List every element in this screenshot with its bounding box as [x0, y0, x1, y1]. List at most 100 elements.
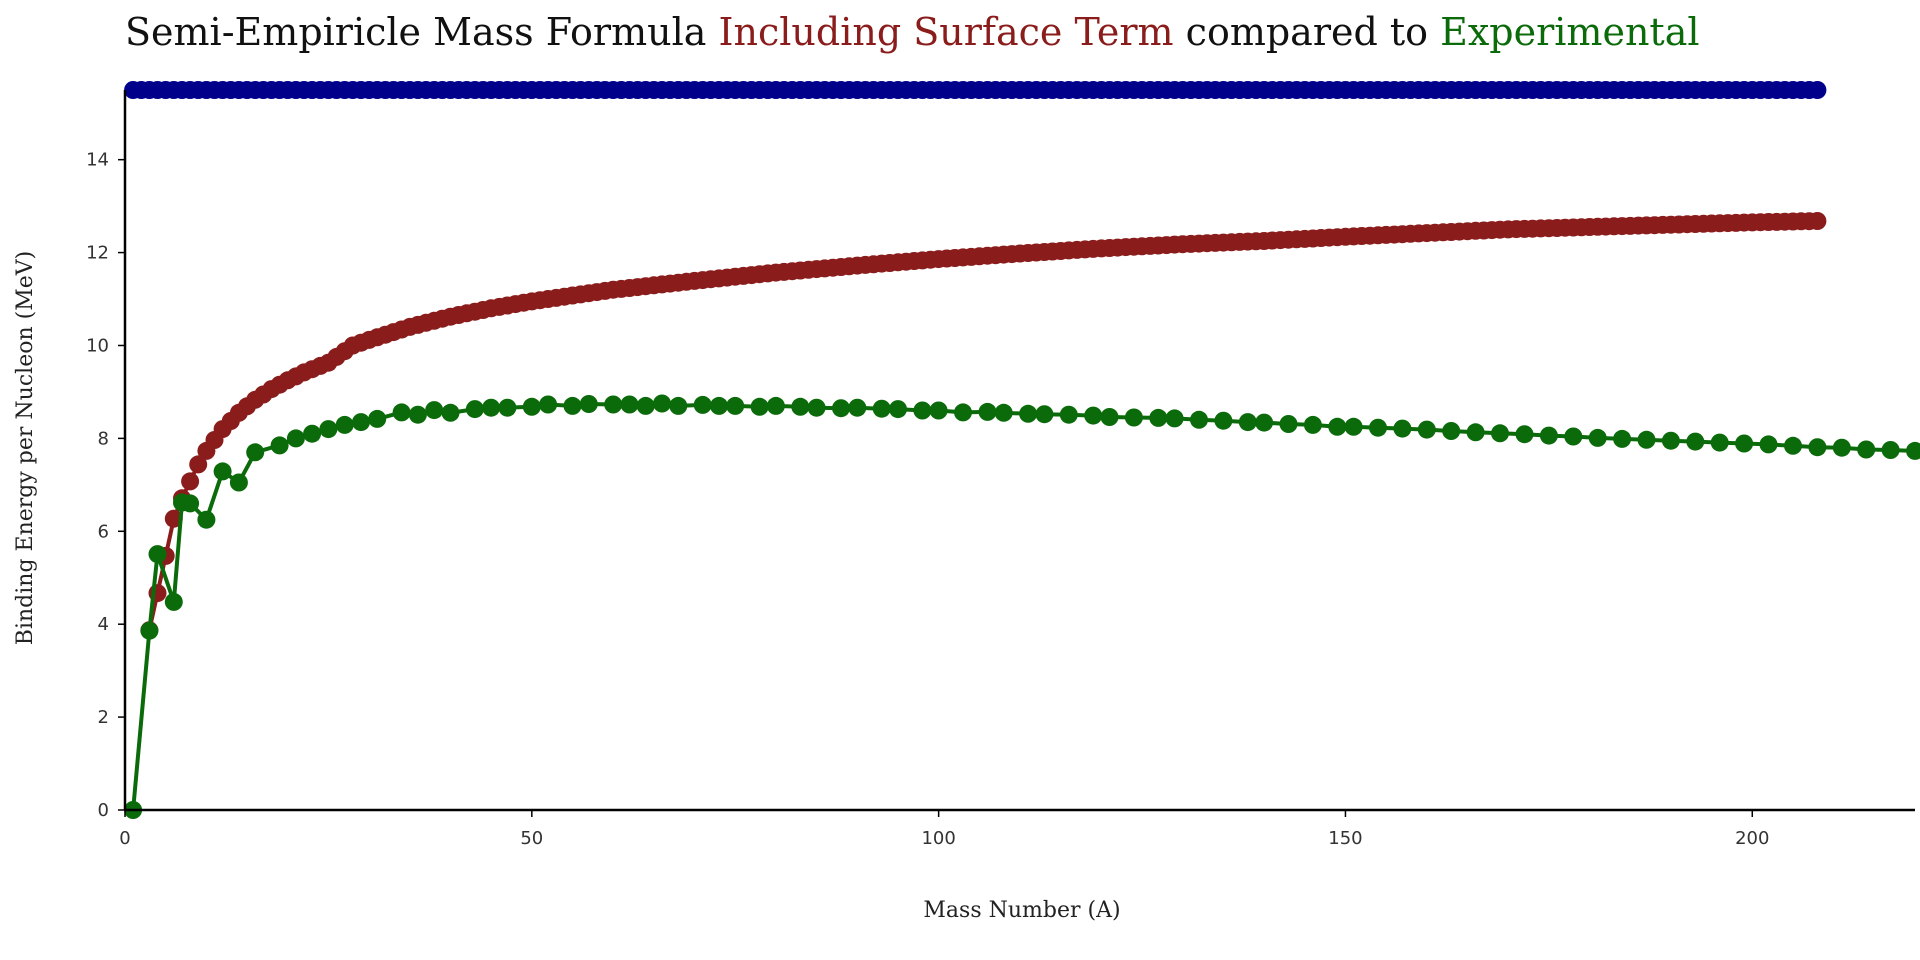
series-2-point	[766, 396, 785, 415]
series-2-point	[889, 400, 907, 419]
series-2-point	[522, 397, 541, 416]
series-2-point	[636, 396, 655, 415]
series-2-point	[1881, 441, 1900, 459]
series-2-point	[539, 395, 558, 414]
y-tick-label: 0	[98, 800, 109, 821]
series-2-point	[1328, 417, 1347, 436]
series-0	[124, 81, 1827, 99]
series-2-point	[441, 403, 460, 422]
series-1-point	[181, 472, 200, 491]
series-2-point	[791, 397, 810, 416]
chart-title-part-3: Experimental	[1440, 10, 1699, 54]
series-2-line	[131, 401, 1916, 811]
series-1	[140, 212, 1827, 640]
series-2-point	[1637, 430, 1656, 449]
series-2-point	[140, 621, 159, 640]
series-2-point	[498, 398, 517, 417]
series-2-point	[246, 443, 265, 462]
series-2-point	[1808, 438, 1827, 457]
x-tick-label: 150	[1328, 828, 1362, 849]
series-1-line	[147, 219, 1818, 631]
series-2-point	[1906, 441, 1920, 460]
series-2-point	[1059, 405, 1078, 424]
series-2-point	[1279, 415, 1298, 433]
series-2-point	[1238, 413, 1257, 432]
series-2-point	[710, 396, 728, 415]
series-2-point	[229, 473, 248, 492]
series-2-point	[1515, 425, 1534, 444]
series-2-point	[693, 395, 712, 414]
series-2-point	[1491, 424, 1509, 443]
series-2-point	[563, 396, 582, 415]
series-1-point	[1808, 212, 1827, 230]
y-tick-label: 8	[98, 428, 109, 449]
series-2-point	[978, 402, 997, 421]
series-2-point	[1832, 438, 1851, 457]
series-2-point	[1303, 415, 1322, 434]
series-2-point	[1417, 420, 1436, 439]
series-2-point	[181, 494, 200, 513]
series-2-point	[579, 395, 598, 413]
y-tick-label: 14	[86, 150, 109, 171]
series-2-point	[848, 398, 867, 417]
series-2-point	[994, 403, 1013, 422]
y-tick-label: 2	[98, 707, 109, 728]
x-tick-label: 100	[921, 828, 955, 849]
series-2-point	[1019, 404, 1038, 423]
x-tick-label: 200	[1735, 828, 1769, 849]
series-2-point	[1084, 406, 1103, 425]
series-2-point	[913, 401, 932, 420]
series-2-point	[368, 409, 387, 428]
series-2-point	[832, 399, 850, 418]
y-tick-label: 12	[86, 243, 109, 264]
series-2-point	[1369, 418, 1387, 437]
series-2-point	[270, 436, 289, 455]
series-2-point	[604, 395, 623, 414]
series-2-point	[669, 396, 688, 415]
series-2-point	[319, 420, 338, 439]
series-2-point	[1100, 408, 1119, 426]
series-2-point	[408, 405, 427, 424]
series-2-point	[1393, 419, 1412, 438]
series-2-point	[1588, 428, 1607, 447]
series-2-point	[954, 403, 972, 422]
series-2-point	[1255, 413, 1274, 432]
series-2-point	[1442, 422, 1461, 440]
series-2-point	[620, 395, 639, 414]
x-tick-label: 0	[119, 828, 130, 849]
series-2-point	[872, 399, 891, 418]
chart-title-part-1: Including Surface Term	[719, 10, 1174, 54]
series-2-point	[1190, 410, 1208, 429]
series-1-point	[189, 455, 208, 474]
series-2-point	[1539, 426, 1558, 445]
series-2	[124, 394, 1920, 819]
series-2-point	[1149, 408, 1168, 427]
series-2-point	[352, 413, 370, 432]
series-2-point	[164, 592, 183, 611]
x-tick-label: 50	[520, 828, 543, 849]
series-2-point	[1759, 435, 1778, 454]
series-2-point	[1214, 411, 1233, 430]
axes: 0 50 100 150 200 0 2 4 6 8 10 12 14	[86, 90, 1915, 849]
x-axis-label: Mass Number (A)	[923, 898, 1120, 923]
series-2-point	[1165, 409, 1184, 428]
series-0-point	[1808, 81, 1827, 99]
series-2-point	[1466, 423, 1485, 442]
series-2-point	[1564, 427, 1583, 446]
series-2-point	[213, 462, 232, 481]
y-tick-label: 4	[98, 614, 109, 635]
y-tick-label: 10	[86, 335, 109, 356]
series-2-point	[1686, 432, 1705, 451]
series-2-point	[465, 400, 484, 419]
series-2-point	[1661, 431, 1680, 450]
series-2-point	[286, 429, 305, 448]
series-2-point	[482, 398, 501, 417]
series-2-point	[1784, 436, 1802, 455]
series-2-point	[303, 424, 322, 443]
series-2-point	[1710, 433, 1729, 452]
series-2-point	[1124, 408, 1143, 427]
series-2-point	[197, 510, 216, 529]
series-2-point	[807, 398, 826, 417]
series-2-point	[1857, 440, 1876, 459]
